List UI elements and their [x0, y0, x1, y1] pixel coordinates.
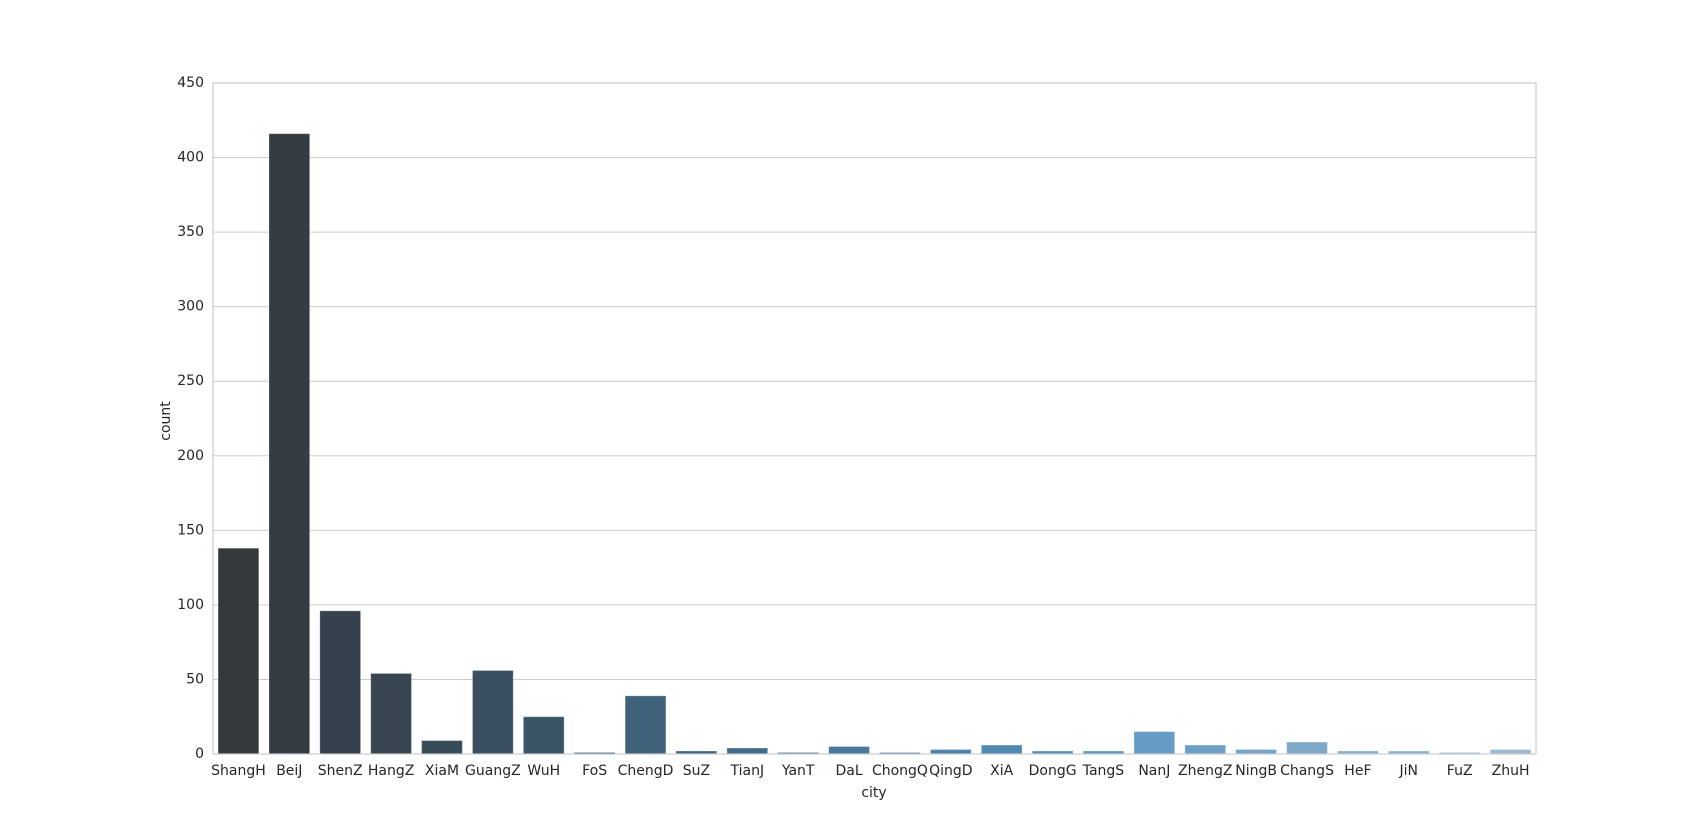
plot-frame: [212, 82, 1537, 755]
y-tick-label: 150: [177, 522, 204, 538]
y-tick-label: 300: [177, 299, 204, 315]
bar: [522, 716, 565, 755]
x-tick-label: QingD: [929, 763, 972, 779]
x-tick-label: ShenZ: [318, 763, 363, 779]
bar: [217, 547, 260, 755]
x-tick-label: HangZ: [368, 763, 414, 779]
bar: [624, 695, 667, 755]
x-tick-label: YanT: [781, 763, 815, 779]
x-tick-label: GuangZ: [465, 763, 521, 779]
x-tick-label: ShangH: [211, 763, 266, 779]
bar: [319, 610, 362, 755]
bar: [1489, 749, 1532, 755]
x-tick-label: TianJ: [729, 763, 764, 779]
bar: [828, 746, 870, 755]
x-tick-label: ZhuH: [1492, 763, 1530, 779]
x-tick-label: ChangS: [1280, 763, 1334, 779]
x-tick-label: XiaM: [425, 763, 459, 779]
bar: [980, 744, 1023, 755]
y-tick-label: 50: [186, 671, 204, 687]
y-axis-label: count: [158, 401, 174, 441]
bar: [1184, 744, 1227, 755]
y-tick-label: 350: [177, 224, 204, 240]
bar: [472, 669, 514, 755]
y-tick-label: 100: [177, 597, 204, 613]
bar: [929, 749, 972, 755]
x-tick-label: DongG: [1029, 763, 1077, 779]
x-tick-label: TangS: [1082, 763, 1125, 779]
x-tick-label: WuH: [527, 763, 560, 779]
y-tick-label: 0: [195, 746, 204, 762]
y-tick-label: 250: [177, 373, 204, 389]
x-tick-label: NanJ: [1138, 763, 1170, 779]
x-tick-label: HeF: [1344, 763, 1371, 779]
bar: [1133, 731, 1176, 755]
x-tick-label: ChengD: [618, 763, 674, 779]
bar: [268, 133, 311, 755]
x-tick-label: FuZ: [1447, 763, 1473, 779]
bar: [726, 747, 769, 755]
bar: [1286, 741, 1328, 755]
y-tick-label: 450: [177, 75, 204, 91]
y-tick-label: 400: [177, 150, 204, 166]
bar: [421, 740, 463, 755]
x-tick-label: NingB: [1235, 763, 1277, 779]
x-tick-label: XiA: [990, 763, 1013, 779]
x-tick-label: BeiJ: [276, 763, 302, 779]
x-tick-label: ZhengZ: [1178, 763, 1232, 779]
bar: [370, 672, 412, 755]
x-axis-label: city: [861, 785, 886, 801]
x-tick-label: FoS: [582, 763, 607, 779]
bar: [1235, 749, 1277, 755]
x-tick-label: SuZ: [683, 763, 710, 779]
x-tick-label: JiN: [1399, 763, 1419, 779]
x-tick-label: DaL: [835, 763, 862, 779]
x-tick-label: ChongQ: [872, 763, 928, 779]
y-tick-label: 200: [177, 448, 204, 464]
